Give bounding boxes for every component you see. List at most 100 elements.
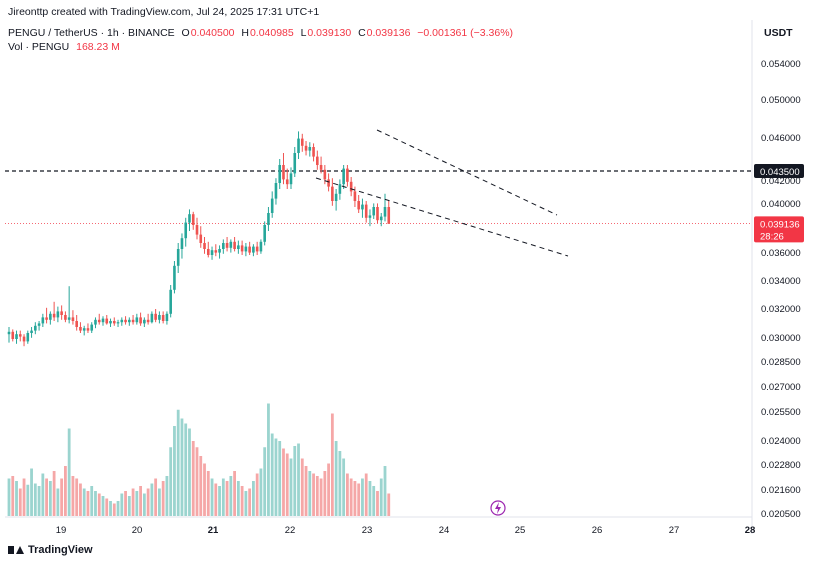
trendline [376,129,558,216]
volume-bar [248,488,252,516]
candle-body [229,241,233,248]
candle-body [128,319,131,323]
candle-body [199,234,203,243]
creator-line: Jireonttp created with TradingView.com, … [8,6,320,18]
candle-body [282,165,285,180]
volume-bar [15,481,18,516]
volume-bar [180,418,184,516]
volume-bar [82,488,86,516]
y-tick-label: 0.030000 [761,333,801,344]
x-tick-label: 24 [439,525,450,536]
volume-bar [184,423,188,516]
candle-body [67,317,71,320]
candle-body [357,201,360,210]
y-tick-label: 0.042000 [761,176,801,187]
candle-body [316,156,319,165]
open-label: O [181,27,190,39]
volume-bar [131,488,135,516]
volume-bar [289,458,293,516]
candle-body [131,319,135,323]
open-value: 0.040500 [190,27,235,39]
volume-bar [225,481,229,516]
volume-bar [330,413,334,516]
x-tick-label: 26 [592,525,603,536]
candle-body [255,246,259,252]
volume-bar [7,478,11,516]
volume-bar [203,463,206,516]
brand-label: TradingView [28,544,93,556]
volume-bar [368,481,372,516]
candle-body [297,138,300,153]
volume-bar [297,443,300,516]
volume-bar [199,456,203,516]
candle-body [184,222,188,239]
candle-body [372,207,376,216]
candle-body [327,179,330,187]
candle-body [41,317,45,324]
candle-body [139,317,142,324]
volume-bar [101,496,105,516]
candle-body [346,168,349,182]
volume-bar [11,476,15,516]
volume-bar [150,483,154,516]
y-tick-label: 0.032000 [761,304,801,315]
volume-bar [312,473,315,516]
volume-bar [233,471,236,516]
volume-bar [71,476,75,516]
candle-body [338,184,342,194]
level-price-label: 0.043500 [760,167,800,178]
candle-body [210,250,214,255]
x-tick-label: 22 [285,525,296,536]
volume-bar [30,468,33,516]
candle-body [49,313,52,320]
volume-bar [236,481,240,516]
currency-label[interactable]: USDT [764,27,793,39]
candle-body [173,265,176,290]
candle-body [75,321,78,327]
candle-body [323,169,327,180]
volume-bar [342,458,346,516]
candle-body [274,183,278,199]
last-price-box [754,216,804,243]
candle-body [86,328,90,331]
volume-bar [154,478,158,516]
volume-bar [67,428,71,516]
y-tick-label: 0.050000 [761,95,801,106]
candle-body [387,207,391,224]
low-label: L [300,27,307,39]
candle-body [195,225,199,235]
candle-body [248,246,251,253]
volume-bar [127,496,131,516]
candle-body [90,324,94,331]
last-price-label: 0.039136 [760,219,800,230]
volume-bar [229,476,233,516]
volume-bar [349,478,353,516]
candle-body [143,319,146,324]
candle-body [150,313,154,323]
candle-body [120,319,124,323]
x-tick-label: 28 [745,525,756,536]
symbol-name[interactable]: PENGU / TetherUS · 1h · BINANCE [8,27,175,39]
x-tick-label: 25 [515,525,526,536]
volume-bar [259,468,263,516]
close-label: C [358,27,366,39]
volume-bar [267,403,270,516]
x-tick-label: 27 [669,525,680,536]
volume-bar [323,471,327,516]
volume-label[interactable]: Vol · PENGU [8,41,70,53]
candle-body [364,204,368,218]
candle-body [203,243,206,249]
volume-bar [169,447,173,516]
y-tick-label: 0.034000 [761,276,801,287]
volume-bar [240,486,244,516]
candle-body [165,313,169,321]
volume-bar [274,438,278,516]
volume-bar [315,476,319,516]
volume-bar [94,491,97,516]
close-value: 0.039136 [366,27,411,39]
volume-bar [142,493,146,516]
candle-body [60,311,63,315]
y-tick-label: 0.021600 [761,485,801,496]
volume-bar [60,478,64,516]
